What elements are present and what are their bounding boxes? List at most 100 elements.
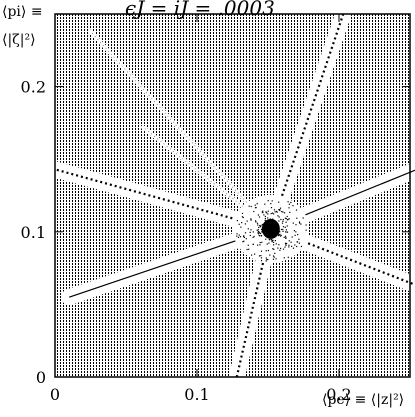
- center-dot: [264, 219, 266, 221]
- center-dot: [249, 231, 251, 233]
- center-dot: [265, 250, 267, 252]
- center-dot: [267, 200, 269, 202]
- center-dot: [258, 255, 261, 257]
- center-dot: [273, 209, 276, 211]
- center-dot: [294, 234, 296, 236]
- center-dot: [279, 233, 281, 235]
- center-dot: [262, 210, 264, 212]
- center-dot: [241, 216, 243, 218]
- center-dot: [255, 221, 257, 223]
- center-dot: [238, 234, 240, 236]
- center-dot: [247, 228, 249, 230]
- center-dot: [257, 244, 259, 246]
- center-dot: [292, 222, 294, 224]
- center-dot: [258, 231, 260, 233]
- center-dot: [257, 229, 259, 231]
- center-dot: [264, 215, 266, 218]
- center-dot: [280, 228, 283, 231]
- center-dot: [243, 236, 245, 238]
- center-dot: [267, 217, 269, 219]
- center-dot: [292, 205, 294, 207]
- center-dot: [260, 255, 262, 257]
- center-dot: [289, 211, 291, 213]
- center-dot: [280, 234, 282, 236]
- center-dot: [251, 254, 253, 256]
- center-dot: [280, 235, 282, 237]
- axis-ticks: 0 0.1 0.2 0 0.1 0.2: [21, 14, 410, 404]
- center-dot: [260, 250, 263, 252]
- center-dot: [257, 233, 260, 235]
- center-dot: [272, 258, 274, 260]
- center-dot: [285, 221, 287, 223]
- center-dot: [298, 221, 301, 223]
- center-dot: [278, 201, 280, 203]
- center-dot: [254, 207, 257, 209]
- center-dot: [298, 238, 300, 240]
- center-dot: [288, 246, 290, 248]
- center-dot: [274, 252, 276, 254]
- center-dot: [284, 226, 286, 228]
- center-dot: [236, 220, 238, 222]
- center-dot: [271, 200, 273, 202]
- center-core: [261, 218, 280, 239]
- center-dot: [305, 229, 307, 231]
- center-dot: [285, 231, 287, 233]
- center-dot: [279, 209, 281, 211]
- center-dot: [287, 218, 289, 221]
- center-dot: [282, 220, 284, 222]
- center-dot: [253, 235, 255, 238]
- center-dot: [250, 229, 252, 231]
- center-dot: [297, 234, 299, 236]
- center-dot: [273, 213, 275, 215]
- center-dot: [254, 204, 256, 206]
- center-dot: [259, 226, 262, 228]
- x-tick-label: 0.1: [184, 385, 209, 404]
- center-dot: [252, 236, 254, 238]
- center-dot: [278, 216, 280, 218]
- center-dot: [280, 218, 282, 221]
- y-tick-label: 0: [36, 368, 46, 387]
- center-dot: [294, 244, 296, 246]
- center-dot: [254, 253, 256, 255]
- center-dot: [300, 223, 302, 225]
- center-dot: [267, 249, 269, 252]
- center-dot: [273, 248, 275, 250]
- chart-title: ϵJ = iJ = .0003: [125, 0, 275, 20]
- center-dot: [239, 236, 242, 238]
- center-dot: [274, 211, 276, 213]
- center-dot: [296, 241, 299, 243]
- center-cluster: [232, 194, 309, 263]
- center-dot: [287, 201, 289, 203]
- center-dot: [270, 207, 273, 209]
- arm-band-2: [262, 6, 352, 237]
- center-dot: [299, 222, 301, 224]
- center-dot: [248, 248, 250, 250]
- center-dot: [244, 232, 247, 234]
- center-dot: [250, 219, 252, 221]
- center-dot: [291, 236, 293, 238]
- center-dot: [260, 260, 263, 262]
- center-dot: [298, 242, 300, 244]
- center-dot: [282, 230, 284, 232]
- center-dot: [292, 247, 295, 249]
- y-axis-label-line2: ⟨|ζ|²⟩: [2, 32, 36, 48]
- center-dot: [284, 246, 286, 248]
- center-dot: [305, 224, 307, 226]
- center-dot: [284, 242, 287, 244]
- center-dot: [258, 226, 260, 229]
- center-dot: [290, 241, 292, 243]
- x-axis-label: ⟨pe⟩ ≡ ⟨|z|²⟩: [322, 392, 405, 408]
- center-dot: [236, 235, 238, 237]
- center-dot: [248, 205, 250, 207]
- plot-frame: [54, 13, 411, 378]
- center-dot: [285, 235, 287, 237]
- center-dot: [270, 213, 272, 215]
- center-dot: [276, 211, 278, 213]
- center-dot: [284, 212, 286, 214]
- center-dot: [279, 249, 281, 251]
- center-dot: [275, 258, 277, 260]
- center-dot: [245, 238, 247, 240]
- center-dot: [300, 245, 302, 248]
- center-dot: [283, 257, 285, 259]
- center-dot: [265, 260, 267, 262]
